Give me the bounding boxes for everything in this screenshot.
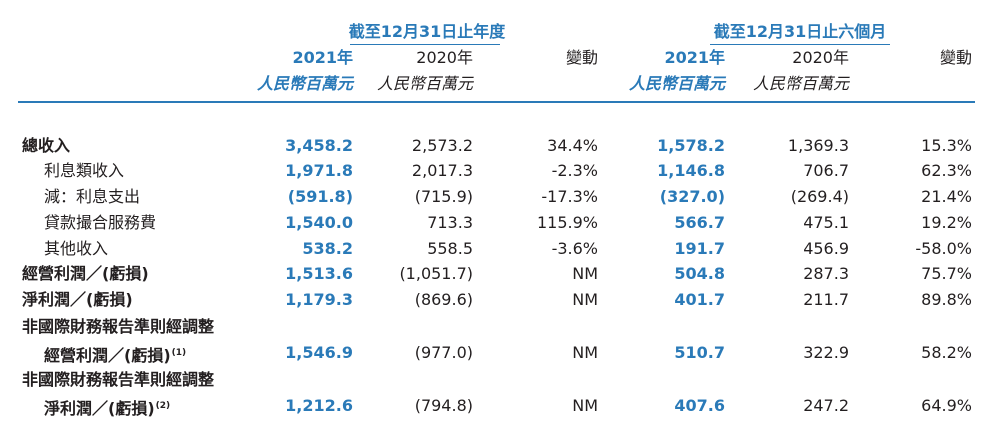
row-label: 經營利潤／(虧損)(1) [44,341,186,368]
cell-2020-year: (794.8) [414,396,473,415]
cell-2021-year: 1,179.3 [285,290,353,309]
col-change-year-header: 變動 [565,48,598,67]
col-2021-half-unit: 人民幣百萬元 [628,74,725,93]
col-2020-half-header: 2020年 [792,48,849,67]
footnote-marker: (1) [171,348,187,358]
table-row-other-income: 其他收入 538.2 558.5 -3.6% 191.7 456.9 -58.0… [0,237,993,261]
cell-2020-year: 713.3 [427,213,473,232]
cell-2020-year: (715.9) [414,187,473,206]
table-row-interest-expense: 減：利息支出 (591.8) (715.9) -17.3% (327.0) (2… [0,185,993,209]
cell-change-year: -17.3% [541,187,598,206]
cell-2020-half: 456.9 [803,239,849,258]
group1-title: 截至12月31日止年度 [348,22,506,41]
col-change-half-header: 變動 [939,48,972,67]
row-label: 經營利潤／(虧損) [22,264,149,283]
row-label: 非國際財務報告準則經調整 [22,317,215,336]
cell-2020-half: 475.1 [803,213,849,232]
table-row-operating-profit: 經營利潤／(虧損) 1,513.6 (1,051.7) NM 504.8 287… [0,262,993,286]
table-row-loan-facilitation-fee: 貸款撮合服務費 1,540.0 713.3 115.9% 566.7 475.1… [0,211,993,235]
col-2021-half-header: 2021年 [664,48,725,67]
cell-2020-half: 287.3 [803,264,849,283]
cell-change-year: NM [572,396,598,415]
col-2020-half-unit: 人民幣百萬元 [752,74,849,93]
cell-2021-year: 3,458.2 [285,136,353,155]
cell-2021-half: 1,146.8 [657,161,725,180]
cell-2021-half: 504.8 [674,264,725,283]
footnote-marker: (2) [155,401,171,411]
cell-2020-half: 1,369.3 [787,136,849,155]
cell-2020-half: (269.4) [790,187,849,206]
table-row-interest-income: 利息類收入 1,971.8 2,017.3 -2.3% 1,146.8 706.… [0,159,993,183]
col-2020-year-header: 2020年 [416,48,473,67]
cell-change-year: NM [572,290,598,309]
table-row-net-profit: 淨利潤／(虧損) 1,179.3 (869.6) NM 401.7 211.7 … [0,288,993,312]
cell-2021-year: 1,212.6 [285,396,353,415]
cell-2021-half: (327.0) [659,187,725,206]
cell-2020-half: 322.9 [803,343,849,362]
cell-2021-year: 1,971.8 [285,161,353,180]
cell-2020-year: (1,051.7) [399,264,473,283]
cell-2020-year: 2,573.2 [411,136,473,155]
header-rule [18,101,975,103]
cell-change-half: -58.0% [915,239,972,258]
table-row-adjusted-operating-profit: 經營利潤／(虧損)(1) 1,546.9 (977.0) NM 510.7 32… [0,341,993,365]
cell-change-half: 75.7% [921,264,972,283]
cell-2020-year: 2,017.3 [411,161,473,180]
row-label: 利息類收入 [44,161,125,180]
cell-2020-year: (977.0) [414,343,473,362]
col-2020-year-unit: 人民幣百萬元 [376,74,473,93]
cell-change-year: -3.6% [551,239,598,258]
cell-2021-year: 1,513.6 [285,264,353,283]
row-label: 非國際財務報告準則經調整 [22,370,215,389]
cell-2020-year: (869.6) [414,290,473,309]
cell-2021-half: 407.6 [674,396,725,415]
row-label-text: 經營利潤／(虧損) [44,346,171,365]
group2-underline [710,44,890,45]
group1-underline [350,44,500,45]
cell-2021-year: (591.8) [287,187,353,206]
col-2021-year-unit: 人民幣百萬元 [256,74,353,93]
cell-change-half: 58.2% [921,343,972,362]
cell-2021-year: 538.2 [302,239,353,258]
cell-2020-half: 211.7 [803,290,849,309]
cell-2021-half: 401.7 [674,290,725,309]
cell-change-year: NM [572,264,598,283]
cell-change-half: 62.3% [921,161,972,180]
row-label: 減：利息支出 [44,187,141,206]
table-row-adjusted-net-profit: 淨利潤／(虧損)(2) 1,212.6 (794.8) NM 407.6 247… [0,394,993,418]
cell-change-year: -2.3% [551,161,598,180]
cell-2021-half: 510.7 [674,343,725,362]
table-row-non-ifrs-heading: 非國際財務報告準則經調整 [0,315,993,339]
row-label: 總收入 [22,136,71,155]
table-row-total-revenue: 總收入 3,458.2 2,573.2 34.4% 1,578.2 1,369.… [0,134,993,158]
cell-change-half: 89.8% [921,290,972,309]
col-2021-year-header: 2021年 [292,48,353,67]
table-row-non-ifrs-heading: 非國際財務報告準則經調整 [0,368,993,392]
cell-2020-half: 247.2 [803,396,849,415]
cell-2020-year: 558.5 [427,239,473,258]
group2-title: 截至12月31日止六個月 [713,22,887,41]
row-label: 淨利潤／(虧損) [22,290,133,309]
cell-2020-half: 706.7 [803,161,849,180]
row-label-text: 淨利潤／(虧損) [44,399,155,418]
cell-change-half: 15.3% [921,136,972,155]
cell-change-half: 21.4% [921,187,972,206]
row-label: 貸款撮合服務費 [44,213,157,232]
cell-2021-half: 1,578.2 [657,136,725,155]
cell-change-year: NM [572,343,598,362]
cell-change-year: 34.4% [547,136,598,155]
row-label: 淨利潤／(虧損)(2) [44,394,170,421]
cell-2021-half: 191.7 [674,239,725,258]
cell-2021-year: 1,540.0 [285,213,353,232]
cell-change-year: 115.9% [536,213,598,232]
cell-change-half: 19.2% [921,213,972,232]
cell-2021-half: 566.7 [674,213,725,232]
row-label: 其他收入 [44,239,109,258]
cell-2021-year: 1,546.9 [285,343,353,362]
cell-change-half: 64.9% [921,396,972,415]
